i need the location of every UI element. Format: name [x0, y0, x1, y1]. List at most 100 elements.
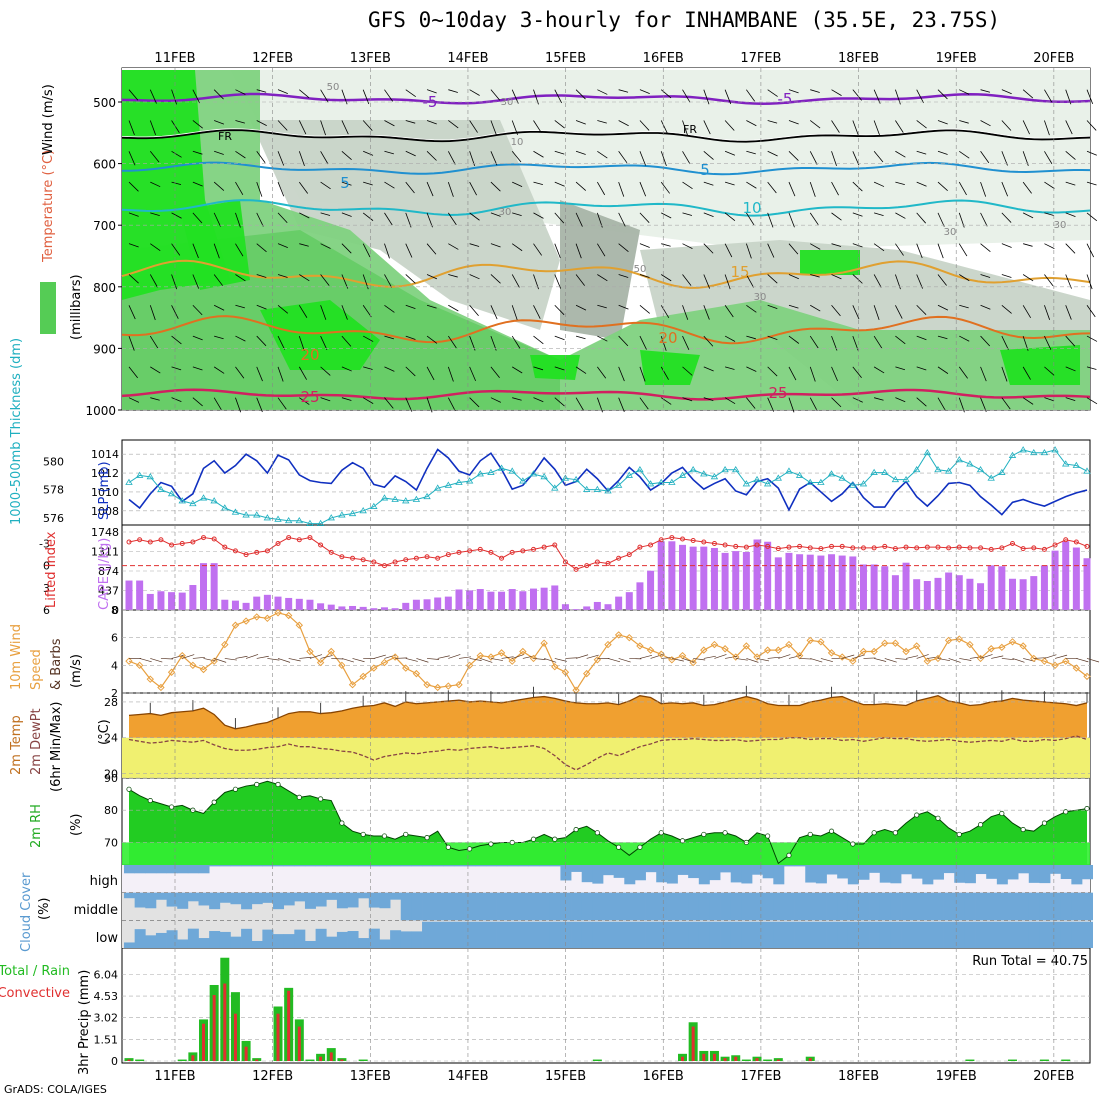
wind-barb: [235, 274, 246, 282]
thickness-point: [199, 494, 208, 501]
wind-barb: [405, 243, 413, 258]
cape-bar: [923, 580, 931, 610]
wind-barb: [660, 89, 672, 99]
wind-speed-point: [870, 647, 878, 656]
wind-barb: [746, 150, 756, 155]
wind-barb: [916, 654, 929, 659]
cloud-low-bar: [698, 921, 710, 948]
rh-contour-label: 30: [501, 97, 514, 108]
cloud-high-bar: [283, 865, 295, 867]
wind-barb: [362, 397, 374, 404]
cloud-high-bar: [517, 865, 529, 867]
precip-convective-bar: [191, 1055, 195, 1061]
wind-barb: [511, 89, 519, 104]
cloud-high-bar: [645, 865, 657, 873]
wind-barb: [735, 658, 748, 661]
y-axis-label-speed: Speed: [29, 649, 44, 690]
cloud-low-bar: [464, 921, 476, 948]
cloud-low-bar: [294, 929, 306, 948]
wind-barb: [128, 397, 140, 403]
cloud-low-bar: [709, 921, 721, 948]
x-tick-label-bottom: 17FEB: [740, 1069, 781, 1084]
li-point: [978, 545, 984, 551]
wind-speed-point: [455, 680, 463, 689]
rh2m-point: [403, 831, 409, 837]
wind-barb: [980, 243, 991, 252]
cloud-low-bar: [1039, 921, 1051, 948]
cloud-low-bar: [549, 921, 561, 948]
rh-legend-swatch: [40, 282, 56, 334]
thickness-point: [242, 511, 250, 518]
wind-barb: [469, 274, 480, 280]
li-point: [1041, 546, 1047, 552]
cloud-mid-bar: [304, 892, 316, 909]
wind-barb: [426, 243, 437, 255]
y-tick-label-right: 1748: [91, 526, 119, 539]
wind-barb: [554, 658, 567, 662]
wind-speed-point: [359, 672, 367, 681]
li-point: [328, 549, 334, 555]
wind-barb: [448, 212, 457, 226]
wind-barb: [1001, 243, 1012, 248]
wind-barb: [660, 305, 670, 319]
cloud-low-bar: [422, 921, 434, 948]
li-point: [509, 549, 515, 555]
wind-barb: [469, 243, 480, 247]
wind-barb: [511, 120, 518, 136]
cloud-mid-bar: [794, 892, 806, 921]
y-tick-label-left: 578: [43, 484, 64, 497]
rh2m-point: [467, 846, 473, 852]
wind-speed-point: [998, 643, 1006, 652]
li-point: [403, 557, 409, 563]
cloud-low-bar: [390, 930, 402, 948]
wind-barb: [171, 89, 177, 105]
wind-barb: [767, 181, 777, 194]
cloud-high-bar: [603, 865, 614, 876]
wind-barb: [267, 658, 280, 661]
li-point: [669, 535, 675, 541]
wind-barb: [703, 212, 714, 217]
cape-bar: [529, 588, 537, 610]
wind-barb: [554, 181, 565, 187]
wind-barb: [724, 243, 733, 258]
chart-title: GFS 0~10day 3-hourly for INHAMBANE (35.5…: [368, 8, 1001, 32]
li-point: [818, 546, 824, 552]
cape-bar: [647, 570, 655, 610]
cloud-low-bar: [528, 921, 540, 948]
li-point: [594, 559, 600, 565]
wind-barb: [958, 366, 968, 379]
cloud-mid-bar: [1082, 892, 1093, 921]
cloud-low-bar: [1050, 921, 1062, 948]
y-axis-label-wind: Wind (m/s): [41, 84, 56, 155]
wind-barb: [235, 304, 245, 309]
rh2m-point: [786, 852, 792, 858]
wind-barb: [1065, 243, 1076, 254]
li-point: [499, 555, 505, 561]
wind-barb: [511, 274, 520, 288]
wind-barb: [873, 305, 880, 321]
precip-convective-bar: [297, 1026, 301, 1061]
wind-barb: [490, 89, 501, 101]
wind-barb: [788, 89, 799, 94]
cape-bar: [487, 591, 495, 610]
cloud-high-bar: [592, 865, 604, 884]
wind-barb: [661, 274, 672, 282]
cloud-mid-bar: [975, 892, 987, 921]
cloud-mid-bar: [177, 892, 189, 909]
cloud-mid-bar: [826, 892, 838, 921]
wind-speed-point: [604, 640, 612, 649]
y-tick-label: 90: [104, 772, 118, 785]
precip-total-bar: [135, 1059, 145, 1061]
wind-barb: [373, 654, 386, 659]
cape-bar: [189, 585, 197, 610]
cape-bar: [679, 544, 687, 610]
li-point: [286, 535, 292, 541]
wind-barb: [959, 658, 972, 661]
wind-barb: [384, 89, 394, 102]
li-point: [371, 559, 377, 565]
wind-speed-point: [263, 614, 272, 623]
cloud-mid-bar: [539, 892, 551, 921]
wind-barb: [852, 305, 860, 320]
wind-barb: [277, 151, 285, 166]
li-point: [1020, 546, 1026, 552]
